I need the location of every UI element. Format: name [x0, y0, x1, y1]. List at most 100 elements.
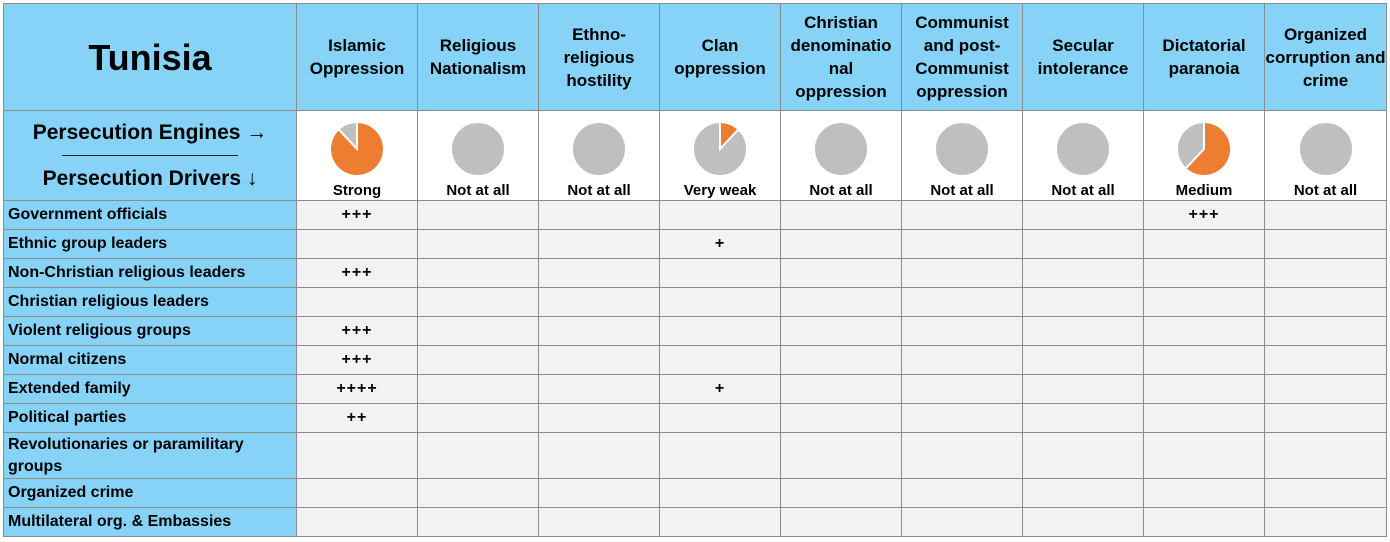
driver-row: Multilateral org. & Embassies: [3, 507, 1387, 537]
driver-value-cell: [538, 229, 660, 259]
driver-value-cell: [417, 258, 539, 288]
driver-row: Political parties ++: [3, 403, 1387, 433]
pie-slice: [719, 120, 740, 152]
driver-value-cell: [1264, 403, 1387, 433]
engine-header-religious-nationalism: Religious Nationalism: [417, 3, 539, 111]
driver-value-cell: [1264, 432, 1387, 479]
driver-value-cell: [1022, 345, 1144, 375]
engine-level-cell: Not at all: [417, 110, 539, 201]
engine-pie: [692, 120, 748, 177]
driver-label: Normal citizens: [3, 345, 297, 375]
driver-value-cell: [901, 345, 1023, 375]
driver-value-cell: [659, 287, 781, 317]
driver-value-cell: [780, 287, 902, 317]
engine-pie: [1176, 120, 1233, 177]
driver-row: Government officials +++ +++: [3, 200, 1387, 230]
driver-value-cell: [1022, 316, 1144, 346]
driver-value-cell: [780, 345, 902, 375]
engine-level-label: Not at all: [809, 182, 873, 199]
engine-pie: [1297, 121, 1354, 177]
persecution-table: Tunisia Islamic Oppression Religious Nati…: [3, 3, 1387, 537]
driver-label: Violent religious groups: [3, 316, 297, 346]
driver-value-cell: [901, 316, 1023, 346]
engine-header-clan-oppression: Clan oppression: [659, 3, 781, 111]
driver-value-cell: [417, 403, 539, 433]
driver-value-cell: +: [659, 229, 781, 259]
driver-value-cell: [780, 432, 902, 479]
driver-value-cell: [901, 478, 1023, 508]
driver-label: Revolutionaries or paramilitary groups: [3, 432, 297, 479]
driver-row: Violent religious groups +++: [3, 316, 1387, 346]
driver-value-cell: ++: [296, 403, 418, 433]
driver-value-cell: [538, 316, 660, 346]
driver-value-cell: [1022, 478, 1144, 508]
driver-label: Ethnic group leaders: [3, 229, 297, 259]
driver-value-cell: [417, 345, 539, 375]
driver-value-cell: [1143, 229, 1265, 259]
driver-value-cell: [901, 432, 1023, 479]
pie-slice: [1184, 120, 1233, 177]
driver-value-cell: [1143, 316, 1265, 346]
engine-level-cell: Very weak: [659, 110, 781, 201]
driver-value-cell: [538, 258, 660, 288]
driver-value-cell: [417, 374, 539, 404]
driver-value-cell: [780, 229, 902, 259]
driver-value-cell: [1143, 478, 1265, 508]
country-title: Tunisia: [3, 3, 297, 111]
driver-value-cell: [1264, 507, 1387, 537]
driver-value-cell: [1143, 287, 1265, 317]
driver-label: Government officials: [3, 200, 297, 230]
engine-header-ethno-religious-hostility: Ethno-religious hostility: [538, 3, 660, 111]
engine-level-cell: Not at all: [1022, 110, 1144, 201]
pie-background: [1055, 121, 1111, 177]
pie-background: [450, 121, 506, 177]
driver-value-cell: [780, 316, 902, 346]
driver-value-cell: [901, 229, 1023, 259]
pie-background: [934, 121, 990, 177]
driver-value-cell: [901, 403, 1023, 433]
driver-value-cell: [780, 403, 902, 433]
driver-value-cell: [659, 403, 781, 433]
engine-level-label: Medium: [1175, 182, 1233, 199]
driver-value-cell: [1264, 200, 1387, 230]
engine-level-label: Not at all: [1293, 182, 1358, 199]
driver-value-cell: [538, 287, 660, 317]
driver-value-cell: +++: [296, 316, 418, 346]
driver-value-cell: [296, 229, 418, 259]
driver-value-cell: [1264, 316, 1387, 346]
driver-row: Christian religious leaders: [3, 287, 1387, 317]
engine-level-cell: Medium: [1143, 110, 1265, 201]
pie-background: [813, 121, 869, 177]
engine-level-label: Strong: [332, 182, 382, 199]
driver-value-cell: [901, 258, 1023, 288]
driver-label: Non-Christian religious leaders: [3, 258, 297, 288]
driver-value-cell: +: [659, 374, 781, 404]
driver-value-cell: [538, 478, 660, 508]
driver-value-cell: [417, 478, 539, 508]
driver-row: Revolutionaries or paramilitary groups: [3, 432, 1387, 479]
driver-value-cell: [780, 507, 902, 537]
engine-level-cell: Not at all: [538, 110, 660, 201]
driver-value-cell: [1022, 200, 1144, 230]
driver-label: Multilateral org. & Embassies: [3, 507, 297, 537]
driver-value-cell: [1022, 287, 1144, 317]
driver-value-cell: [1264, 287, 1387, 317]
driver-value-cell: [659, 432, 781, 479]
driver-value-cell: [780, 258, 902, 288]
driver-value-cell: [659, 345, 781, 375]
driver-value-cell: [1022, 374, 1144, 404]
engine-level-label: Not at all: [1051, 182, 1115, 199]
driver-value-cell: [1022, 229, 1144, 259]
driver-value-cell: [901, 374, 1023, 404]
driver-value-cell: [659, 200, 781, 230]
driver-value-cell: [659, 507, 781, 537]
driver-value-cell: [780, 478, 902, 508]
engine-level-label: Very weak: [683, 182, 757, 199]
driver-value-cell: [780, 374, 902, 404]
engine-pie: [571, 121, 627, 177]
driver-value-cell: [1264, 229, 1387, 259]
driver-value-cell: [296, 287, 418, 317]
driver-row: Extended family ++++ +: [3, 374, 1387, 404]
driver-value-cell: [1143, 345, 1265, 375]
driver-label: Organized crime: [3, 478, 297, 508]
